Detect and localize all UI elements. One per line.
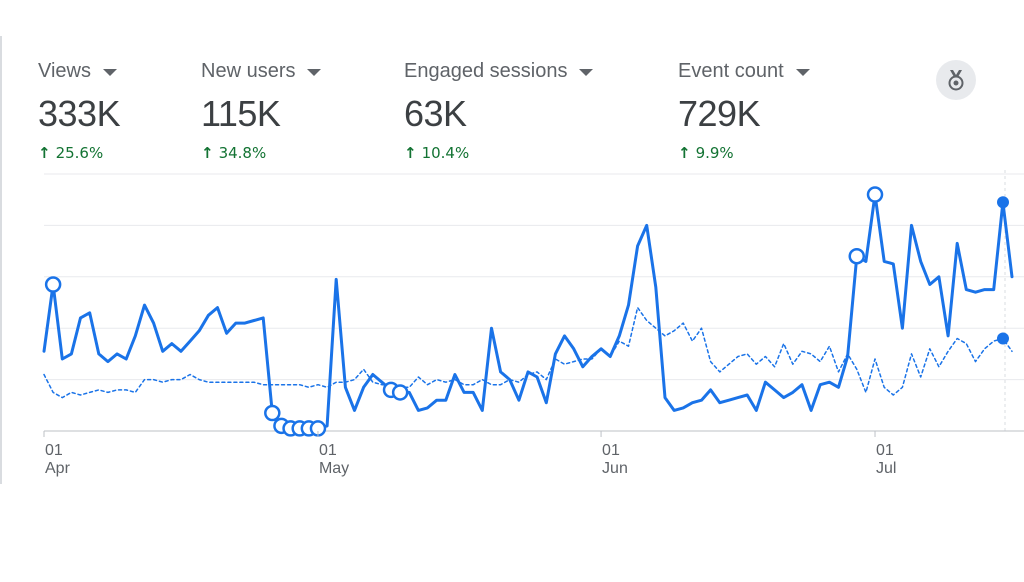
insights-badge-icon bbox=[948, 70, 964, 91]
metric-tab-value: 729K bbox=[678, 93, 761, 134]
metric-tab-value: 63K bbox=[404, 93, 467, 134]
x-tick-label-month: Jul bbox=[876, 460, 896, 477]
arrow-up-icon: ↑ bbox=[201, 144, 214, 162]
series-line-previous-period bbox=[43, 306, 1013, 399]
metric-change-value: 9.9% bbox=[695, 144, 734, 162]
previous-endpoint-dot bbox=[997, 332, 1009, 345]
metric-tab-views[interactable]: Views 333K ↑ 25.6% bbox=[38, 58, 121, 163]
metric-tab-label: New users bbox=[201, 59, 296, 82]
x-tick-label-day: 01 bbox=[45, 442, 63, 459]
caret-down-icon[interactable] bbox=[795, 68, 810, 76]
metric-tab-label: Engaged sessions bbox=[404, 59, 568, 82]
x-tick-label-month: Apr bbox=[45, 460, 71, 477]
x-tick-label-day: 01 bbox=[602, 442, 620, 459]
metric-tab-change: ↑ 25.6% bbox=[38, 144, 120, 162]
metric-change-value: 10.4% bbox=[421, 144, 470, 162]
arrow-up-icon: ↑ bbox=[678, 144, 691, 162]
x-tick-label-day: 01 bbox=[876, 442, 894, 459]
metric-tab-event-count[interactable]: Event count 729K ↑ 9.9% bbox=[678, 58, 810, 162]
metric-change-value: 34.8% bbox=[218, 144, 267, 162]
insights-badge-button[interactable] bbox=[936, 60, 976, 100]
x-tick-label-month: Jun bbox=[602, 460, 628, 477]
caret-down-icon[interactable] bbox=[307, 68, 322, 76]
metric-tab-value: 115K bbox=[201, 93, 281, 134]
current-endpoint-dot bbox=[997, 196, 1009, 209]
anomaly-marker bbox=[848, 247, 866, 265]
metric-tab-label: Views bbox=[38, 59, 91, 82]
anomaly-marker bbox=[264, 404, 281, 422]
x-tick-label-month: May bbox=[319, 460, 349, 477]
caret-down-icon[interactable] bbox=[103, 68, 117, 76]
arrow-up-icon: ↑ bbox=[38, 144, 51, 162]
metric-tab-change: ↑ 34.8% bbox=[201, 144, 321, 162]
metric-tab-change: ↑ 9.9% bbox=[678, 144, 810, 162]
series-line-current-period bbox=[42, 193, 1014, 430]
metric-tab-value: 333K bbox=[38, 93, 121, 134]
caret-down-icon[interactable] bbox=[579, 68, 594, 76]
metric-change-value: 25.6% bbox=[55, 144, 104, 162]
anomaly-marker bbox=[391, 384, 409, 401]
arrow-up-icon: ↑ bbox=[404, 144, 417, 162]
metric-tab-change: ↑ 10.4% bbox=[404, 144, 593, 162]
card-left-border bbox=[0, 36, 2, 484]
metric-tab-new-users[interactable]: New users 115K ↑ 34.8% bbox=[201, 58, 322, 162]
anomaly-marker bbox=[866, 186, 884, 203]
metric-tab-engaged-sessions[interactable]: Engaged sessions 63K ↑ 10.4% bbox=[404, 58, 594, 162]
anomaly-marker bbox=[44, 276, 62, 293]
metric-tab-label: Event count bbox=[678, 59, 784, 82]
x-tick-label-day: 01 bbox=[319, 442, 337, 459]
